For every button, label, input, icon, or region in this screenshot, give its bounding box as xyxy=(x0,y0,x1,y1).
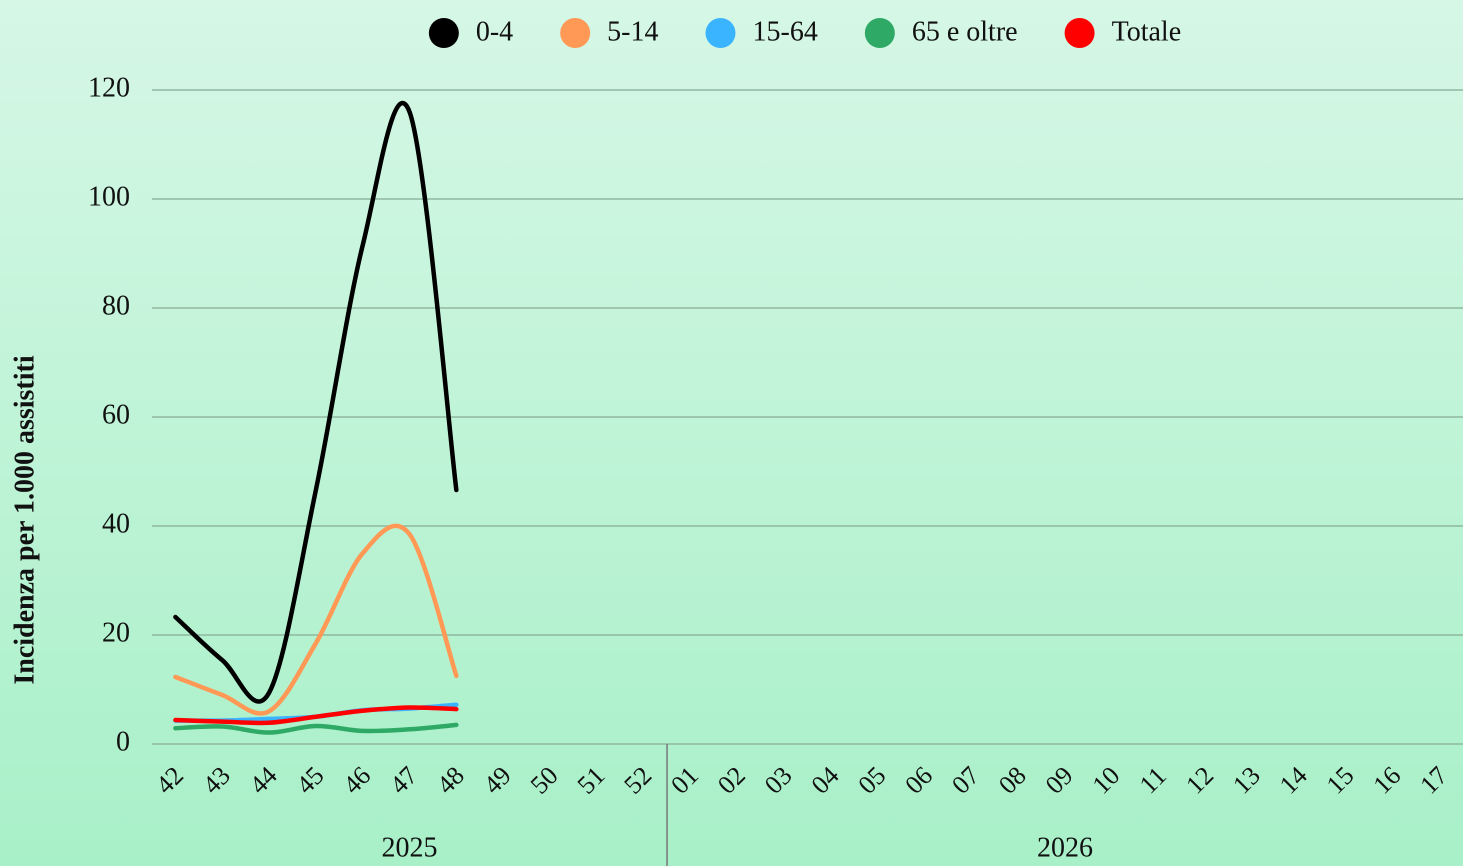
y-tick-label: 0 xyxy=(116,726,130,757)
x-tick-label: 16 xyxy=(1368,761,1407,800)
x-tick-label: 11 xyxy=(1134,761,1172,799)
year-label: 2026 xyxy=(1037,832,1093,863)
x-tick-label: 14 xyxy=(1274,761,1313,800)
y-tick-label: 120 xyxy=(88,72,130,103)
legend-marker xyxy=(1064,18,1095,48)
x-tick-label: 10 xyxy=(1087,761,1126,800)
y-axis-label: Incidenza per 1.000 assistiti xyxy=(9,355,40,684)
x-tick-label: 50 xyxy=(525,761,564,800)
legend-marker xyxy=(560,18,591,48)
x-tick-label: 45 xyxy=(291,761,330,800)
x-tick-label: 12 xyxy=(1180,761,1219,800)
x-tick-label: 15 xyxy=(1321,761,1360,800)
x-tick-label: 51 xyxy=(572,761,611,800)
x-tick-label: 03 xyxy=(759,761,798,800)
x-tick-label: 46 xyxy=(337,761,376,800)
x-tick-label: 09 xyxy=(1040,761,1079,800)
x-tick-label: 52 xyxy=(618,761,657,800)
x-tick-label: 04 xyxy=(806,761,845,800)
legend-label: 0-4 xyxy=(476,16,513,47)
x-tick-label: 07 xyxy=(946,761,985,800)
x-tick-label: 02 xyxy=(712,761,751,800)
y-tick-label: 20 xyxy=(102,617,130,648)
y-tick-label: 100 xyxy=(88,181,130,212)
x-tick-label: 01 xyxy=(665,761,704,800)
x-tick-label: 17 xyxy=(1414,761,1453,800)
year-label: 2025 xyxy=(382,832,438,863)
x-tick-label: 47 xyxy=(384,761,423,800)
legend-label: 65 e oltre xyxy=(912,16,1018,47)
legend-label: 5-14 xyxy=(607,16,658,47)
y-tick-label: 80 xyxy=(102,290,130,321)
x-tick-label: 06 xyxy=(899,761,938,800)
legend-marker xyxy=(864,18,895,48)
series-line xyxy=(173,523,459,716)
x-tick-label: 08 xyxy=(993,761,1032,800)
x-tick-label: 43 xyxy=(197,761,236,800)
legend-label: 15-64 xyxy=(753,16,818,47)
legend-marker xyxy=(428,18,459,48)
x-tick-label: 13 xyxy=(1227,761,1266,800)
x-tick-label: 44 xyxy=(244,761,283,800)
x-tick-label: 49 xyxy=(478,761,517,800)
legend-label: Totale xyxy=(1112,16,1182,47)
x-tick-label: 42 xyxy=(150,761,189,800)
y-tick-label: 60 xyxy=(102,399,130,430)
y-tick-label: 40 xyxy=(102,508,130,539)
x-tick-label: 05 xyxy=(852,761,891,800)
legend-marker xyxy=(705,18,736,48)
series-line xyxy=(173,722,459,735)
x-tick-label: 48 xyxy=(431,761,470,800)
series-line xyxy=(173,705,459,726)
series-line xyxy=(173,100,459,704)
